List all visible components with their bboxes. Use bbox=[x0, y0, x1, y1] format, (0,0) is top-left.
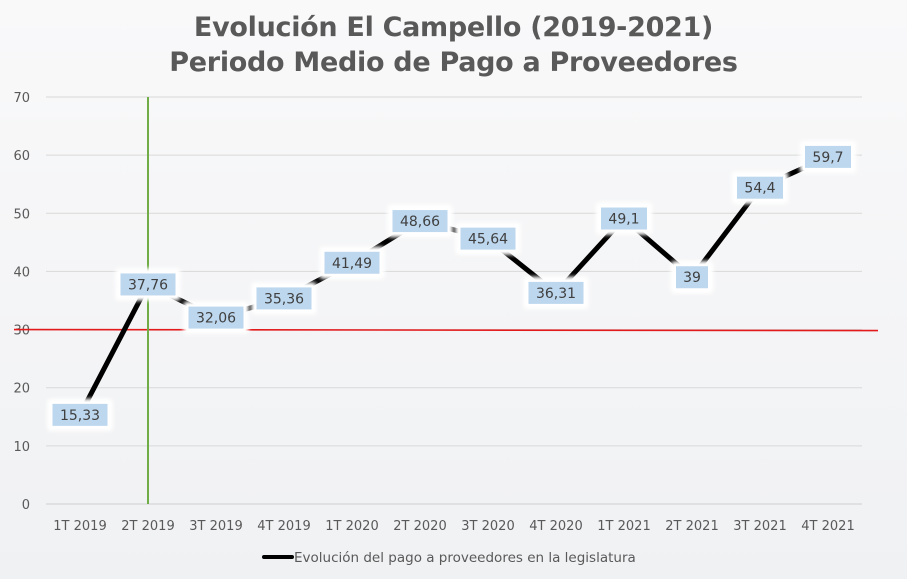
x-tick-label: 4T 2021 bbox=[801, 519, 854, 534]
data-label: 15,33 bbox=[60, 408, 100, 424]
data-label: 41,49 bbox=[332, 256, 372, 272]
data-label: 32,06 bbox=[196, 311, 236, 327]
chart-title-line2: Periodo Medio de Pago a Proveedores bbox=[169, 47, 738, 78]
x-tick-label: 4T 2020 bbox=[529, 519, 582, 534]
y-tick-label: 10 bbox=[13, 440, 30, 455]
y-tick-label: 0 bbox=[22, 498, 30, 513]
data-label: 36,31 bbox=[536, 286, 576, 302]
data-label: 54,4 bbox=[744, 181, 775, 197]
data-label-box bbox=[322, 249, 382, 276]
y-tick-label: 30 bbox=[13, 324, 30, 339]
x-tick-label: 3T 2019 bbox=[189, 519, 242, 534]
x-tick-label: 3T 2020 bbox=[461, 519, 514, 534]
data-label-box bbox=[735, 174, 785, 201]
x-tick-label: 4T 2019 bbox=[257, 519, 310, 534]
data-label-box bbox=[254, 285, 314, 312]
data-label-box bbox=[803, 143, 853, 170]
x-tick-label: 1T 2021 bbox=[597, 519, 650, 534]
y-tick-label: 20 bbox=[13, 382, 30, 397]
data-label: 48,66 bbox=[400, 214, 440, 230]
data-label-box bbox=[390, 208, 450, 235]
y-tick-label: 70 bbox=[13, 91, 30, 106]
data-label: 45,64 bbox=[468, 232, 508, 248]
y-tick-label: 40 bbox=[13, 265, 30, 280]
data-label: 37,76 bbox=[128, 277, 168, 293]
legend-label: Evolución del pago a proveedores en la l… bbox=[294, 550, 636, 566]
data-label: 59,7 bbox=[812, 150, 843, 166]
series-line-segment bbox=[77, 281, 151, 418]
data-label: 49,1 bbox=[608, 212, 639, 228]
x-tick-label: 2T 2020 bbox=[393, 519, 446, 534]
data-label-box bbox=[674, 264, 710, 291]
data-label-box bbox=[526, 279, 586, 306]
x-tick-label: 1T 2019 bbox=[53, 519, 106, 534]
data-label-box bbox=[50, 401, 110, 428]
y-tick-label: 60 bbox=[13, 149, 30, 164]
series-line-segment bbox=[689, 185, 763, 280]
x-tick-label: 3T 2021 bbox=[733, 519, 786, 534]
y-tick-label: 50 bbox=[13, 207, 30, 222]
data-label: 39 bbox=[683, 270, 701, 286]
data-label-box bbox=[458, 225, 518, 252]
x-tick-label: 2T 2021 bbox=[665, 519, 718, 534]
x-tick-label: 1T 2020 bbox=[325, 519, 378, 534]
data-label: 35,36 bbox=[264, 291, 304, 307]
x-tick-label: 2T 2019 bbox=[121, 519, 174, 534]
chart-title-line1: Evolución El Campello (2019-2021) bbox=[193, 12, 714, 43]
data-label-box bbox=[599, 205, 649, 232]
data-label-box bbox=[118, 271, 178, 298]
reference-line bbox=[13, 328, 879, 332]
data-label-box bbox=[186, 304, 246, 331]
